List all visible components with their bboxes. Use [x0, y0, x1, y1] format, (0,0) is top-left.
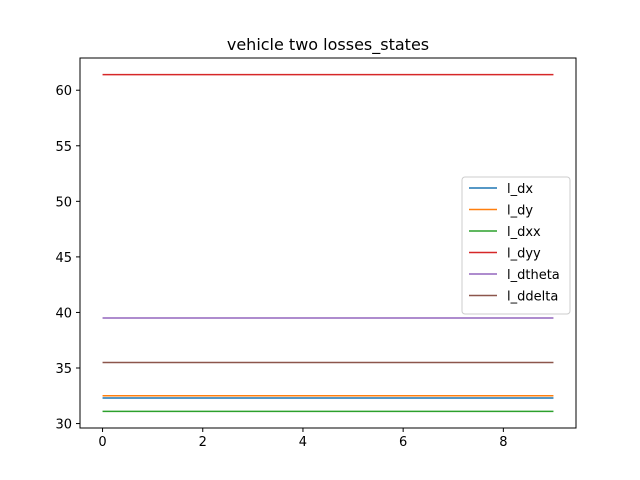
x-tick-label: 0 — [98, 435, 106, 450]
legend-label-l-dtheta: l_dtheta — [507, 268, 560, 283]
x-tick-label: 8 — [499, 435, 507, 450]
legend: l_dx l_dy l_dxx l_dyy l_dtheta l_ddelta — [461, 176, 571, 315]
y-tick-label: 50 — [55, 195, 72, 210]
legend-label-l-dyy: l_dyy — [507, 247, 541, 262]
y-tick-label: 35 — [55, 362, 72, 377]
y-tick-label: 45 — [55, 251, 72, 266]
plot-frame — [79, 57, 577, 429]
y-tick-label: 55 — [55, 140, 72, 155]
y-tick-label: 60 — [55, 84, 72, 99]
chart-title: vehicle two losses_states — [227, 35, 429, 55]
x-tick-label: 6 — [399, 435, 407, 450]
series-layer — [102, 73, 554, 413]
x-axis: 0 2 4 6 8 — [98, 428, 507, 450]
legend-label-l-dx: l_dx — [507, 182, 533, 197]
x-tick-label: 2 — [199, 435, 207, 450]
legend-box — [461, 176, 571, 315]
y-axis: 30 35 40 45 50 55 60 — [55, 84, 80, 433]
y-tick-label: 30 — [55, 418, 72, 433]
x-tick-label: 4 — [299, 435, 307, 450]
y-tick-label: 40 — [55, 306, 72, 321]
legend-label-l-dxx: l_dxx — [507, 225, 541, 240]
legend-label-l-dy: l_dy — [507, 204, 533, 219]
legend-label-l-ddelta: l_ddelta — [507, 290, 558, 305]
